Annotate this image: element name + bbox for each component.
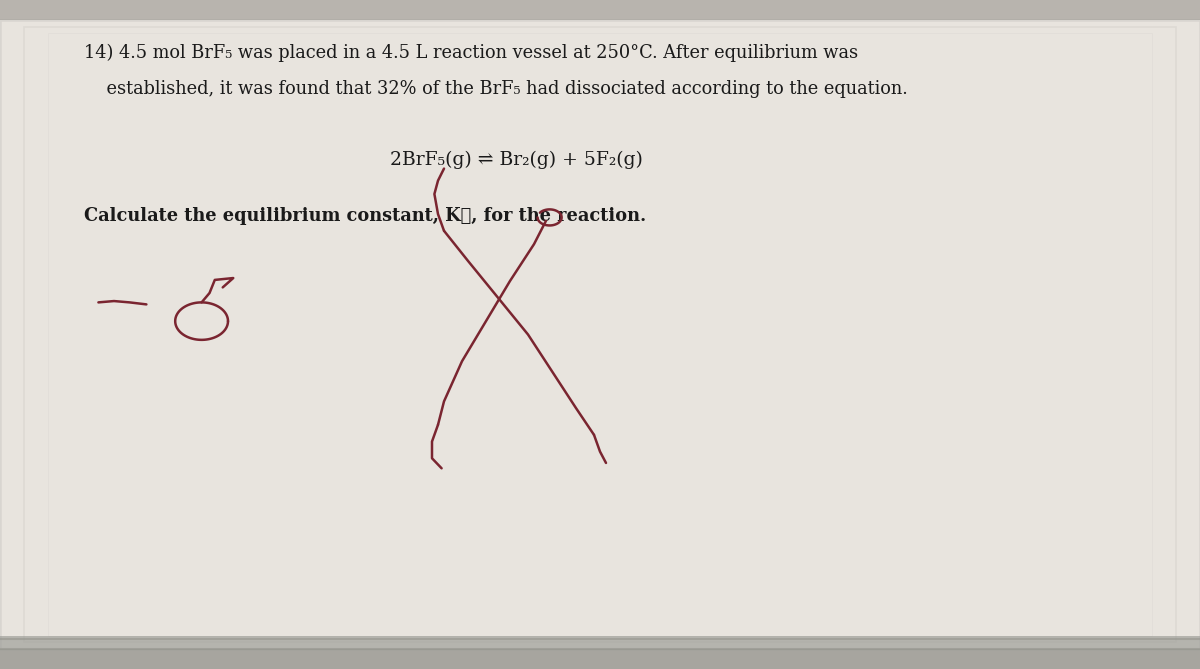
Text: Calculate the equilibrium constant, KⲄ, for the reaction.: Calculate the equilibrium constant, KⲄ, … — [84, 207, 647, 225]
FancyBboxPatch shape — [0, 636, 1200, 669]
FancyBboxPatch shape — [0, 20, 1200, 649]
Text: 2BrF₅(g) ⇌ Br₂(g) + 5F₂(g): 2BrF₅(g) ⇌ Br₂(g) + 5F₂(g) — [390, 151, 642, 169]
Text: 14) 4.5 mol BrF₅ was placed in a 4.5 L reaction vessel at 250°C. After equilibri: 14) 4.5 mol BrF₅ was placed in a 4.5 L r… — [84, 43, 858, 62]
Text: established, it was found that 32% of the BrF₅ had dissociated according to the : established, it was found that 32% of th… — [84, 80, 907, 98]
